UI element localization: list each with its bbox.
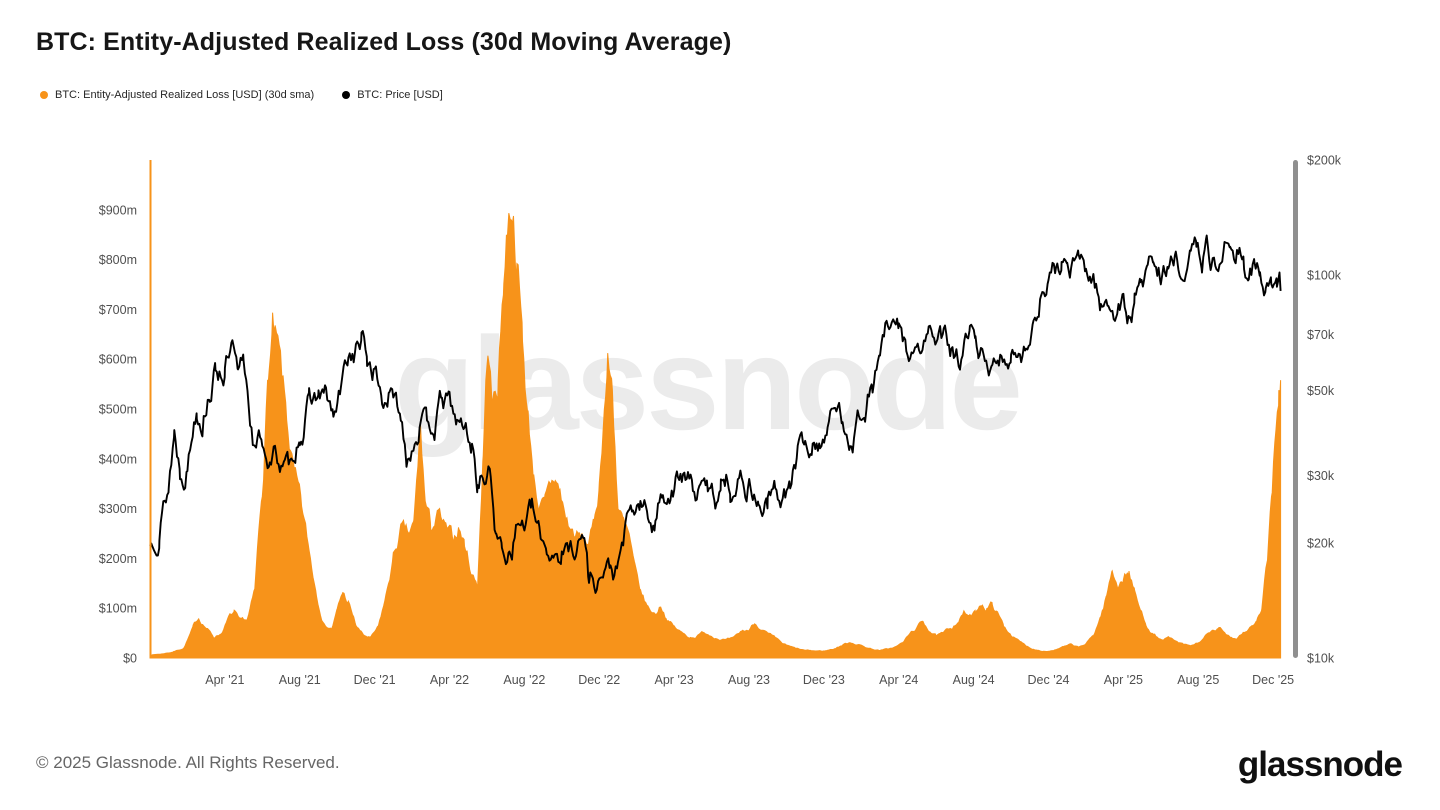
x-tick-label: Dec '23 <box>803 673 845 687</box>
legend-item-price[interactable]: BTC: Price [USD] <box>342 89 443 101</box>
x-tick-label: Aug '21 <box>279 673 321 687</box>
x-tick-label: Apr '24 <box>879 673 918 687</box>
y-left-tick-label: $0 <box>123 652 137 666</box>
y-left-tick-label: $300m <box>99 502 137 516</box>
x-tick-label: Dec '24 <box>1028 673 1070 687</box>
y-left-tick-label: $500m <box>99 403 137 417</box>
realized-loss-area[interactable] <box>149 212 1282 659</box>
y-right-tick-label: $50k <box>1307 384 1335 398</box>
x-tick-label: Dec '22 <box>578 673 620 687</box>
y-left-tick-label: $800m <box>99 253 137 267</box>
legend-swatch-orange-icon <box>40 91 48 99</box>
btc-price-line[interactable] <box>149 234 1282 594</box>
legend-item-realized-loss[interactable]: BTC: Entity-Adjusted Realized Loss [USD]… <box>40 89 314 101</box>
y-right-tick-label: $70k <box>1307 328 1335 342</box>
y-right-tick-label: $30k <box>1307 469 1335 483</box>
y-right-tick-label: $200k <box>1307 154 1342 168</box>
x-tick-label: Apr '22 <box>430 673 469 687</box>
x-tick-label: Apr '23 <box>655 673 694 687</box>
y-left-tick-label: $900m <box>99 203 137 217</box>
x-tick-label: Aug '22 <box>503 673 545 687</box>
x-tick-label: Apr '21 <box>205 673 244 687</box>
y-left-tick-label: $100m <box>99 602 137 616</box>
glassnode-logo: glassnode <box>1237 745 1403 784</box>
x-tick-label: Dec '21 <box>354 673 396 687</box>
right-scrollbar[interactable] <box>1293 160 1298 658</box>
legend-label-realized-loss: BTC: Entity-Adjusted Realized Loss [USD]… <box>55 89 315 101</box>
y-right-tick-label: $20k <box>1307 536 1335 550</box>
y-left-tick-label: $200m <box>99 552 137 566</box>
page-title: BTC: Entity-Adjusted Realized Loss (30d … <box>36 28 732 56</box>
x-tick-label: Dec '25 <box>1252 673 1294 687</box>
copyright-text: © 2025 Glassnode. All Rights Reserved. <box>36 753 340 772</box>
x-tick-label: Aug '24 <box>953 673 995 687</box>
x-tick-label: Aug '23 <box>728 673 770 687</box>
legend-label-price: BTC: Price [USD] <box>357 89 443 101</box>
legend: BTC: Entity-Adjusted Realized Loss [USD]… <box>40 89 443 101</box>
y-left-tick-label: $600m <box>99 353 137 367</box>
y-right-tick-label: $10k <box>1307 652 1335 666</box>
x-tick-label: Aug '25 <box>1177 673 1219 687</box>
y-right-tick-label: $100k <box>1307 269 1342 283</box>
y-left-tick-label: $400m <box>99 452 137 466</box>
x-tick-label: Apr '25 <box>1104 673 1143 687</box>
y-left-tick-label: $700m <box>99 303 137 317</box>
legend-swatch-black-icon <box>342 91 351 99</box>
